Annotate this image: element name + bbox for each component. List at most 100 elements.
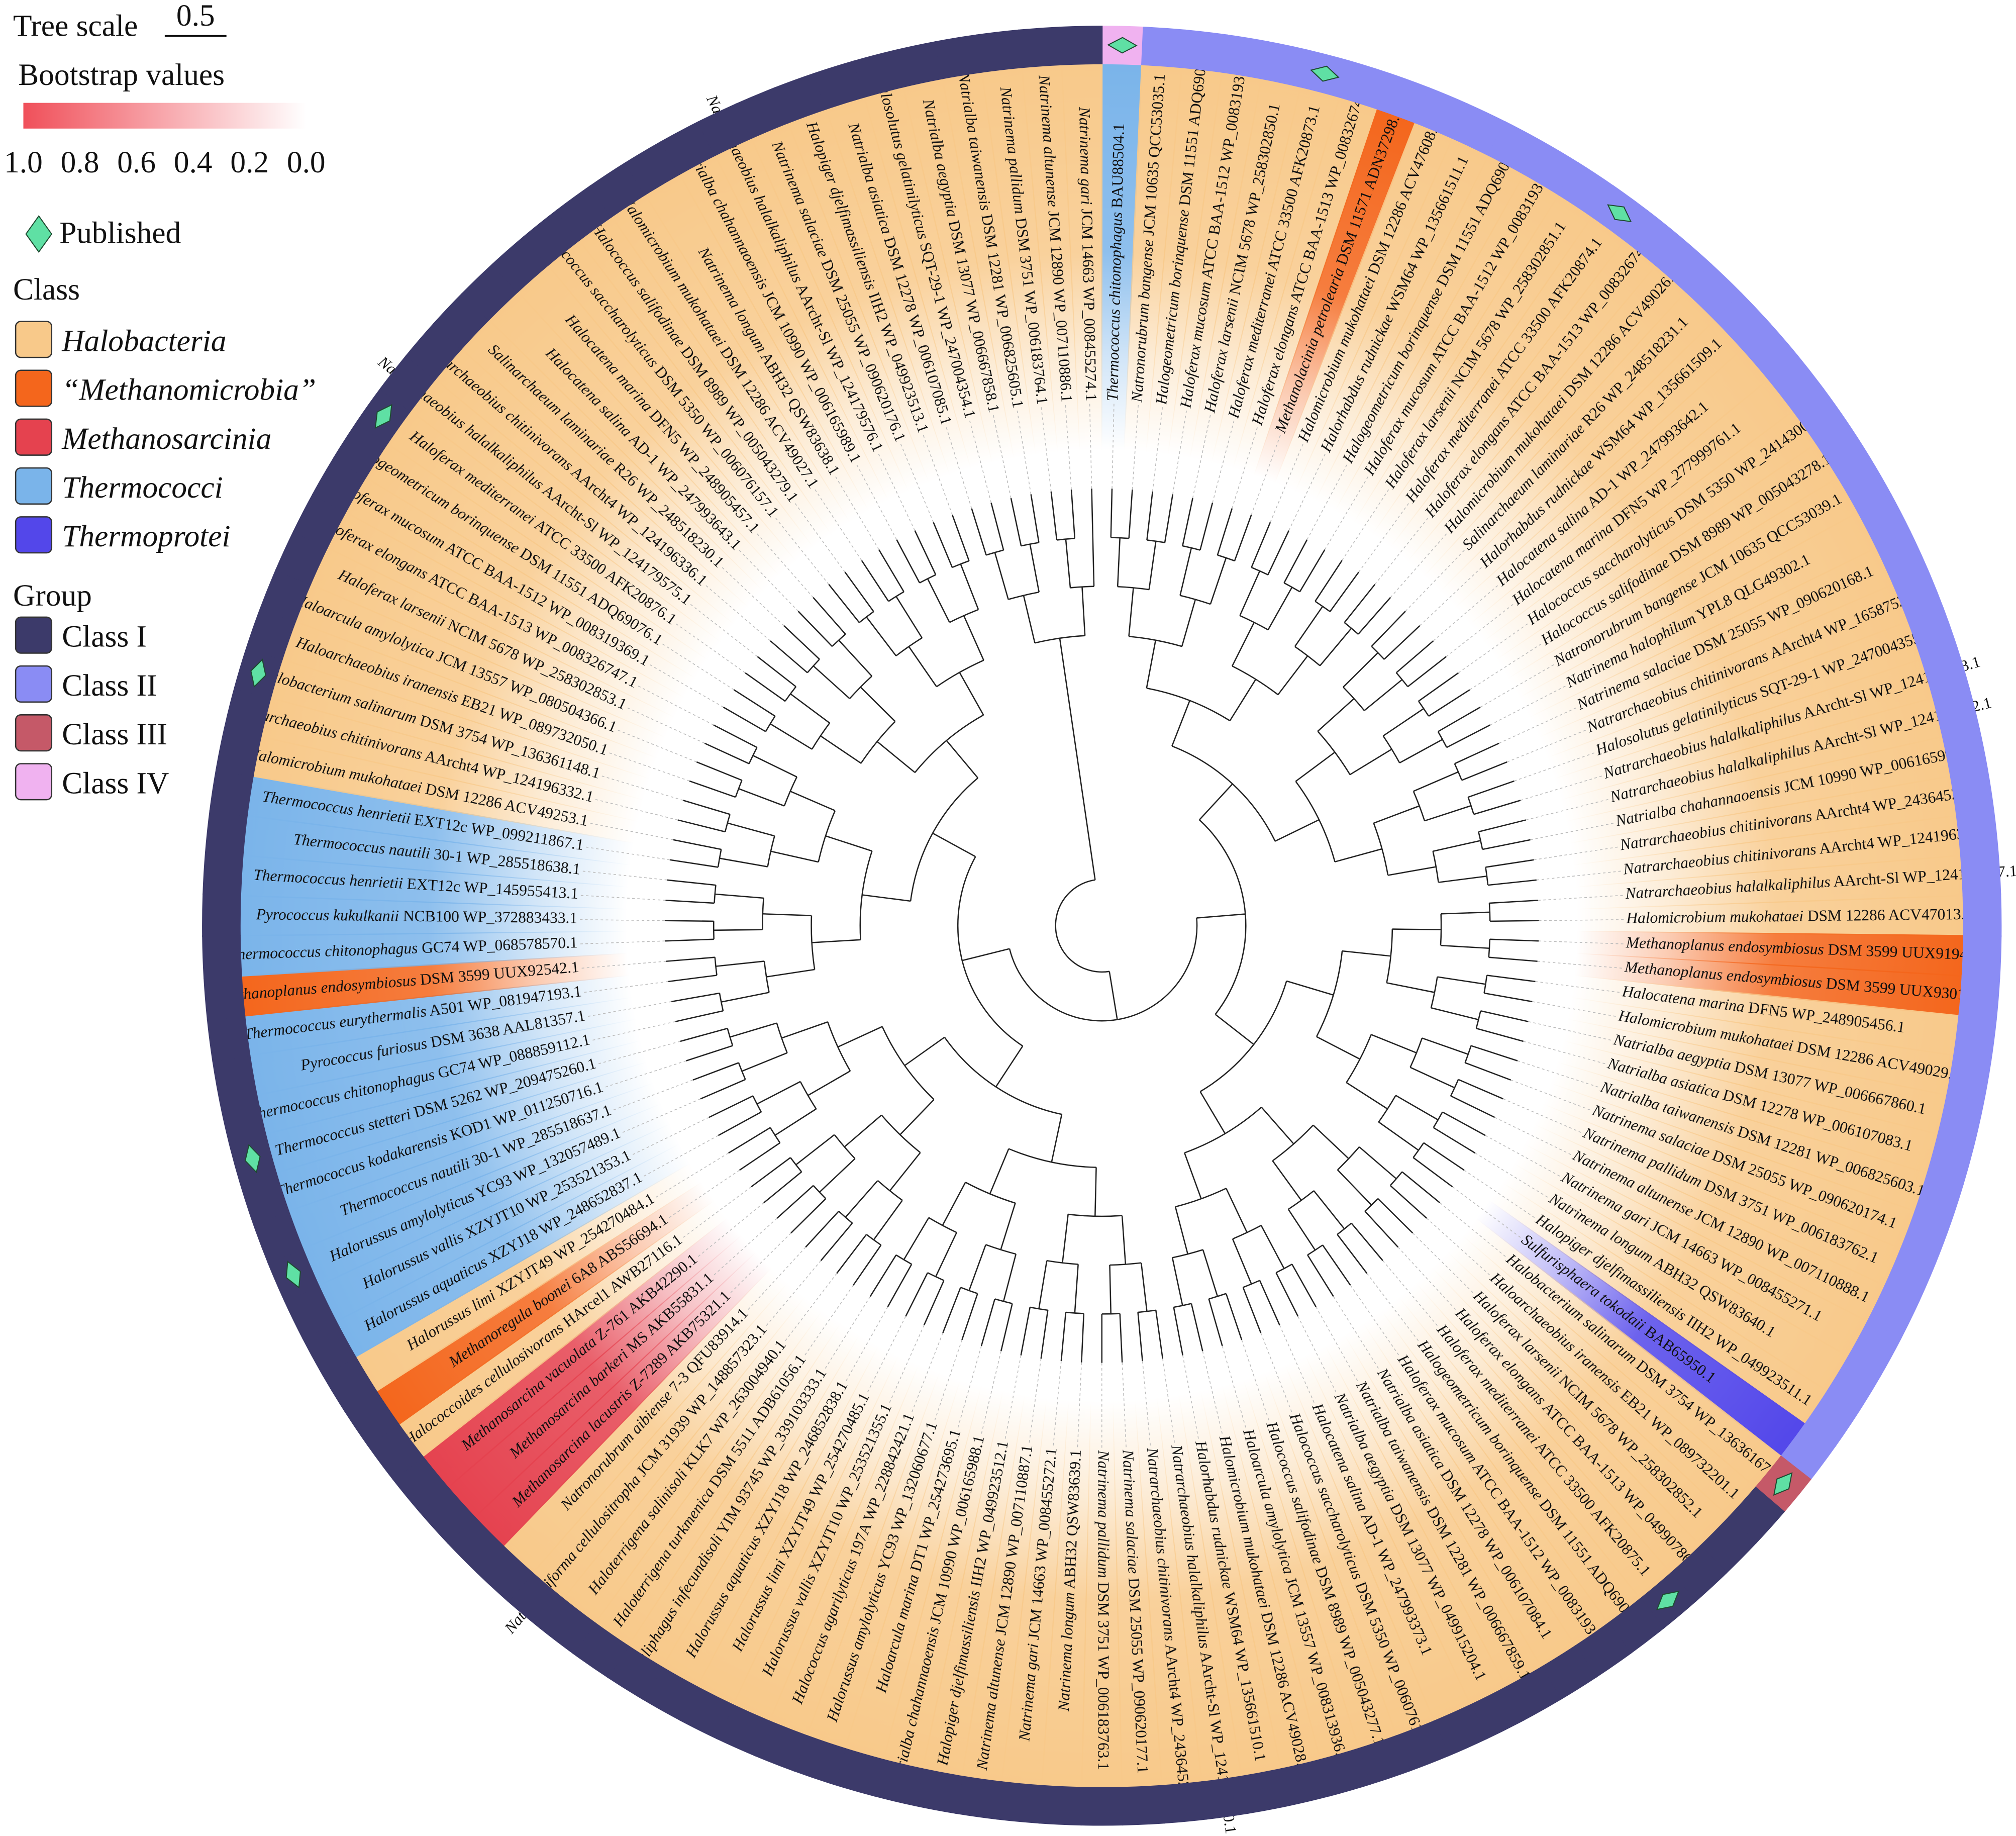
clade-highlight	[1405, 1148, 1807, 1459]
branch	[1291, 1264, 1317, 1307]
group-name: Class IV	[62, 766, 169, 800]
leaf-guide	[578, 895, 666, 901]
clade-highlight	[961, 1306, 1058, 1784]
branch	[1182, 498, 1193, 546]
branch	[1431, 1007, 1479, 1020]
group-segment	[642, 1666, 698, 1721]
clade-highlight	[981, 65, 1067, 544]
bootstrap-tick-label: 0.2	[230, 145, 269, 179]
group-segment	[1815, 422, 1871, 478]
branch	[903, 1217, 930, 1261]
published-marker	[1107, 37, 1138, 54]
leaf-guide	[625, 706, 705, 744]
branch	[962, 948, 1010, 961]
leaf-guide	[1538, 895, 1626, 901]
branch	[990, 503, 1004, 550]
leaf-guide	[755, 531, 814, 598]
clade-highlight	[1250, 1274, 1472, 1723]
clade-highlight	[1484, 814, 1963, 895]
branch	[1441, 911, 1490, 915]
branch	[673, 839, 722, 850]
branch	[715, 893, 764, 899]
group-segment	[302, 1320, 357, 1377]
leaf-guide	[1316, 1306, 1359, 1384]
group-segment	[975, 29, 1023, 73]
branch	[1392, 928, 1442, 930]
clade-highlight	[1471, 1018, 1941, 1175]
branch-arc	[714, 885, 717, 904]
published-label: Published	[59, 216, 181, 250]
clade-highlight	[1363, 289, 1717, 655]
branch	[869, 1254, 897, 1297]
leaf-guide	[620, 1098, 701, 1134]
leaf-guide	[957, 1345, 982, 1430]
clade-highlight	[610, 192, 898, 609]
branch-arc	[1180, 595, 1211, 605]
clade-highlight	[1000, 1309, 1075, 1788]
clade-highlight	[1110, 1310, 1163, 1790]
group-segment	[1319, 1748, 1371, 1797]
leaf-guide	[945, 425, 972, 509]
branch	[899, 1099, 935, 1135]
branch	[905, 1272, 929, 1317]
branch	[1473, 800, 1521, 815]
leaf-guide	[1452, 1186, 1523, 1239]
group-segment	[239, 1172, 289, 1225]
class-name: “Methanomicrobia”	[62, 373, 316, 407]
group-segment	[1451, 103, 1506, 156]
branch	[677, 819, 726, 833]
branch	[1010, 498, 1022, 546]
clade-highlight	[1459, 1053, 1918, 1250]
group-segment	[1059, 26, 1103, 65]
class-swatch	[15, 369, 53, 407]
clade-highlight	[1305, 192, 1594, 609]
clade-highlight	[1266, 1266, 1508, 1707]
clade-highlight	[901, 76, 1031, 551]
group-segment	[660, 121, 716, 175]
branch	[1000, 1203, 1016, 1250]
branch	[1225, 1293, 1243, 1340]
class-swatch	[15, 467, 53, 505]
branch	[1458, 1079, 1503, 1100]
leaf-guide	[720, 565, 784, 626]
legend: Tree scale 0.5 Bootstrap values Publishe…	[4, 0, 326, 801]
branch	[1395, 640, 1434, 673]
leaf-guide	[585, 1001, 672, 1017]
branch	[1275, 1272, 1299, 1317]
branch	[844, 1114, 882, 1147]
branch	[730, 1022, 777, 1038]
branch	[790, 1198, 827, 1234]
clade-highlight	[1376, 318, 1745, 668]
clade-highlight	[274, 1036, 738, 1213]
branch	[1489, 938, 1539, 942]
group-segment	[212, 1054, 258, 1104]
clade-highlight	[561, 1226, 876, 1625]
group-segment	[1141, 27, 1186, 68]
leaf-guide	[579, 960, 666, 969]
branch	[1094, 1167, 1097, 1216]
clade-highlight	[1465, 1036, 1930, 1213]
branch	[665, 938, 714, 942]
branch	[1232, 622, 1255, 666]
leaf-guide	[580, 870, 667, 881]
leaf-guide	[764, 1260, 822, 1328]
branch	[1117, 538, 1121, 587]
branch	[713, 724, 758, 748]
branch	[1461, 761, 1507, 781]
clade-highlight	[501, 1203, 848, 1575]
branch-arc	[1171, 745, 1276, 842]
branch	[805, 1211, 840, 1248]
branch	[1002, 1253, 1017, 1302]
leaf-guide	[1142, 1361, 1151, 1448]
branch	[861, 560, 889, 602]
branch	[1110, 489, 1113, 538]
group-name: Class II	[62, 668, 157, 703]
branch	[1184, 1152, 1202, 1199]
branch-arc	[776, 1023, 788, 1053]
branch	[667, 879, 716, 886]
leaf-guide	[1333, 1296, 1380, 1371]
leaf-guide	[1510, 1080, 1593, 1111]
group-segment	[312, 457, 367, 513]
class-name: Methanosarcinia	[61, 422, 271, 456]
clade-backgrounds	[238, 61, 1966, 1790]
